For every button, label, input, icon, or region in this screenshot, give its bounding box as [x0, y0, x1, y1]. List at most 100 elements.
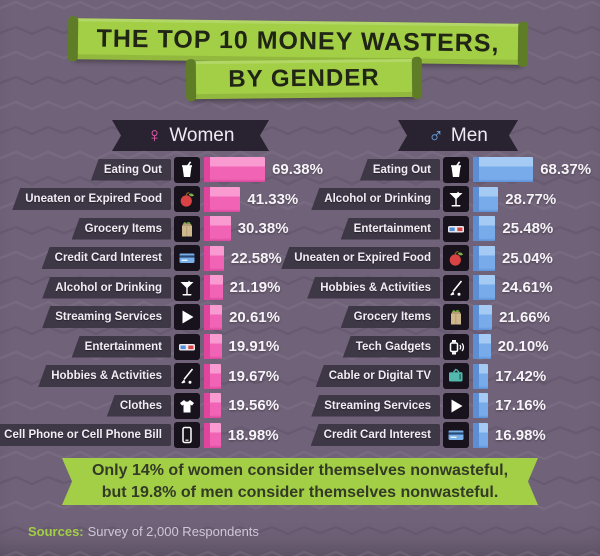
sources-label: Sources: — [28, 524, 84, 539]
table-row: Grocery Items 30.38% — [0, 215, 300, 242]
women-header-ribbon: ♀ Women — [112, 120, 269, 151]
table-row: Credit Card Interest 16.98% — [300, 422, 600, 449]
3d-glasses-icon — [443, 215, 469, 242]
bar-men-streaming — [473, 393, 489, 418]
category-label: Streaming Services — [311, 394, 440, 417]
category-label: Alcohol or Drinking — [42, 276, 171, 299]
table-row: Tech Gadgets 20.10% — [300, 333, 600, 360]
tech-gadget-icon — [443, 333, 469, 360]
bar-value: 28.77% — [505, 190, 557, 208]
bar-value: 17.16% — [495, 397, 546, 414]
category-label: Grocery Items — [71, 217, 171, 240]
men-header-ribbon: ♂ Men — [398, 120, 518, 151]
bar-value: 68.37% — [540, 161, 592, 178]
bar-women-credit-card — [204, 245, 224, 271]
martini-icon — [174, 274, 200, 301]
sources-text: Survey of 2,000 Respondents — [87, 524, 259, 539]
grocery-bag-icon — [443, 304, 469, 330]
apple-icon — [443, 245, 469, 271]
table-row: Credit Card Interest 22.58% — [0, 245, 300, 272]
bar-value: 20.61% — [229, 308, 280, 326]
bar-value: 41.33% — [247, 190, 299, 208]
bar-value: 69.38% — [272, 161, 323, 178]
bar-value: 30.38% — [237, 220, 289, 237]
bar-women-uneaten-food — [204, 186, 241, 212]
bar-value: 17.42% — [495, 367, 547, 385]
category-label: Hobbies & Activities — [307, 276, 440, 299]
table-row: Entertainment 25.48% — [300, 215, 600, 242]
category-label: Entertainment — [71, 335, 171, 358]
bar-men-credit-card — [473, 422, 488, 448]
table-row: Streaming Services 17.16% — [300, 392, 600, 419]
bar-men-tech-gadgets — [473, 334, 491, 359]
bar-women-streaming — [204, 304, 223, 330]
men-column: Eating Out 68.37% Alcohol or Drinking 28… — [281, 156, 600, 449]
category-label: Tech Gadgets — [342, 335, 440, 358]
category-label: Streaming Services — [42, 306, 171, 328]
bar-women-alcohol — [204, 275, 223, 300]
bar-value: 21.19% — [229, 279, 281, 296]
bar-value: 22.58% — [230, 249, 282, 267]
bar-men-alcohol — [473, 186, 499, 212]
credit-card-icon — [174, 245, 200, 271]
category-label: Eating Out — [359, 158, 440, 181]
bar-men-uneaten-food — [473, 245, 495, 271]
category-label: Credit Card Interest — [41, 247, 171, 269]
men-header-label: Men — [450, 124, 488, 146]
bar-women-clothes — [204, 393, 222, 418]
bar-women-cell-phone — [204, 422, 221, 448]
page-subtitle: BY GENDER — [228, 64, 380, 93]
golf-club-icon — [174, 363, 200, 389]
bar-value: 25.48% — [502, 220, 554, 237]
table-row: Alcohol or Drinking 21.19% — [0, 274, 300, 301]
drink-cup-icon — [174, 156, 200, 183]
bar-value: 19.91% — [228, 338, 280, 355]
apple-icon — [174, 186, 200, 212]
table-row: Entertainment 19.91% — [0, 333, 300, 360]
category-label: Cell Phone or Cell Phone Bill — [0, 424, 171, 446]
cell-phone-icon — [174, 422, 200, 448]
category-label: Cable or Digital TV — [315, 365, 440, 387]
table-row: Clothes 19.56% — [0, 392, 300, 419]
bar-women-hobbies — [204, 363, 222, 389]
play-icon — [174, 304, 200, 330]
bar-men-grocery — [473, 304, 493, 330]
t-shirt-icon — [174, 392, 200, 419]
bar-women-grocery — [204, 216, 231, 241]
footer-note: Only 14% of women consider themselves no… — [62, 458, 538, 505]
table-row: Streaming Services 20.61% — [0, 304, 300, 331]
bar-value: 21.66% — [499, 308, 550, 326]
bar-women-entertainment — [204, 334, 222, 359]
table-row: Hobbies & Activities 19.67% — [0, 363, 300, 390]
footer-note-line1: Only 14% of women consider themselves no… — [91, 461, 509, 479]
category-label: Alcohol or Drinking — [311, 188, 440, 210]
footer-note-line2: but 19.8% of men consider themselves non… — [101, 483, 499, 501]
women-column: Eating Out 69.38% Uneaten or Expired Foo… — [0, 156, 323, 449]
category-label: Credit Card Interest — [310, 424, 440, 446]
bar-men-hobbies — [473, 275, 495, 300]
women-header-label: Women — [169, 124, 235, 146]
bar-men-eating-out — [473, 157, 534, 182]
3d-glasses-icon — [174, 333, 200, 360]
bar-value: 19.67% — [228, 367, 280, 385]
category-label: Uneaten or Expired Food — [281, 247, 440, 269]
category-label: Clothes — [106, 394, 171, 417]
page-title: THE TOP 10 MONEY WASTERS, — [96, 24, 500, 58]
table-row: Hobbies & Activities 24.61% — [300, 274, 600, 301]
category-label: Eating Out — [90, 158, 171, 181]
bar-women-eating-out — [204, 157, 266, 182]
bar-men-cable-tv — [473, 363, 489, 389]
bar-men-entertainment — [473, 216, 496, 241]
title-banner-line1: THE TOP 10 MONEY WASTERS, — [71, 18, 525, 65]
table-row: Cable or Digital TV 17.42% — [300, 363, 600, 390]
category-label: Uneaten or Expired Food — [12, 188, 171, 210]
golf-club-icon — [443, 274, 469, 301]
bar-value: 20.10% — [497, 338, 549, 355]
table-row: Eating Out 68.37% — [300, 156, 600, 183]
category-label: Hobbies & Activities — [38, 365, 171, 387]
sources: Sources: Survey of 2,000 Respondents — [28, 524, 259, 539]
table-row: Eating Out 69.38% — [0, 156, 323, 183]
bar-value: 24.61% — [501, 279, 553, 296]
table-row: Alcohol or Drinking 28.77% — [300, 186, 600, 213]
